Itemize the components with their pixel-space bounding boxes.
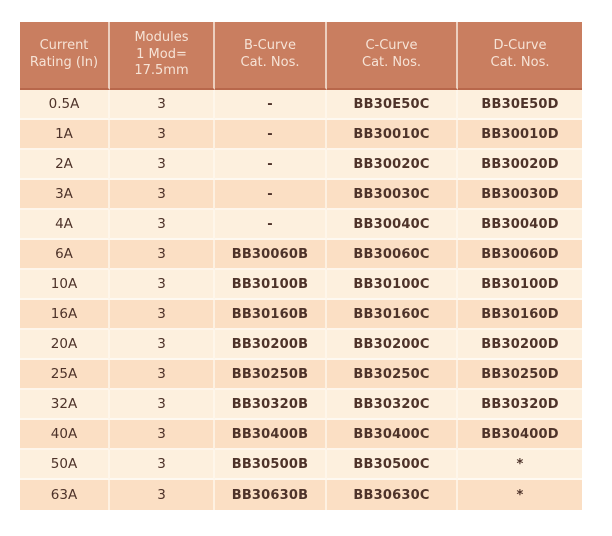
table-row: 3A 3- BB30030C BB30030D: [20, 180, 582, 210]
cell-c-curve-cat-no: BB30630C: [327, 480, 458, 510]
cell-d-curve-cat-no: BB30040D: [458, 210, 582, 240]
cell-d-curve-cat-no: BB30320D: [458, 390, 582, 420]
cell-modules: 3: [110, 120, 215, 150]
cell-c-curve-cat-no: BB30020C: [327, 150, 458, 180]
cell-c-curve-cat-no: BB30060C: [327, 240, 458, 270]
cell-b-curve-cat-no: -: [215, 180, 327, 210]
header-b-curve: B-Curve Cat. Nos.: [215, 22, 327, 90]
cell-b-curve-cat-no: BB30250B: [215, 360, 327, 390]
cell-modules: 3: [110, 90, 215, 120]
cell-modules: 3: [110, 480, 215, 510]
table-header: Current Rating (In) Modules 1 Mod= 17.5m…: [20, 22, 582, 90]
cell-current-rating: 63A: [20, 480, 110, 510]
cell-current-rating: 50A: [20, 450, 110, 480]
header-row: Current Rating (In) Modules 1 Mod= 17.5m…: [20, 22, 582, 90]
cell-d-curve-cat-no: BB30200D: [458, 330, 582, 360]
table-row: 25A 3 BB30250B BB30250C BB30250D: [20, 360, 582, 390]
cell-d-curve-cat-no: BB30160D: [458, 300, 582, 330]
cell-modules: 3: [110, 240, 215, 270]
cell-b-curve-cat-no: BB30100B: [215, 270, 327, 300]
cell-modules: 3: [110, 150, 215, 180]
cell-c-curve-cat-no: BB30040C: [327, 210, 458, 240]
cell-b-curve-cat-no: BB30200B: [215, 330, 327, 360]
table-row: 4A 3- BB30040C BB30040D: [20, 210, 582, 240]
cell-current-rating: 1A: [20, 120, 110, 150]
cell-c-curve-cat-no: BB30400C: [327, 420, 458, 450]
table-row: 50A 3 BB30500B BB30500C *: [20, 450, 582, 480]
header-c-curve: C-Curve Cat. Nos.: [327, 22, 458, 90]
cell-modules: 3: [110, 360, 215, 390]
cell-current-rating: 6A: [20, 240, 110, 270]
cell-modules: 3: [110, 270, 215, 300]
table-row: 0.5A 3- BB30E50C BB30E50D: [20, 90, 582, 120]
cell-modules: 3: [110, 390, 215, 420]
table-body: 0.5A 3- BB30E50C BB30E50D 1A 3- BB30010C BB3001…: [20, 90, 582, 510]
cell-d-curve-cat-no: BB30020D: [458, 150, 582, 180]
header-modules: Modules 1 Mod= 17.5mm: [110, 22, 215, 90]
cell-b-curve-cat-no: -: [215, 210, 327, 240]
cell-c-curve-cat-no: BB30500C: [327, 450, 458, 480]
cell-modules: 3: [110, 420, 215, 450]
table-row: 20A 3 BB30200B BB30200C BB30200D: [20, 330, 582, 360]
cell-current-rating: 10A: [20, 270, 110, 300]
cell-d-curve-cat-no: BB30060D: [458, 240, 582, 270]
cell-current-rating: 32A: [20, 390, 110, 420]
cell-b-curve-cat-no: BB30160B: [215, 300, 327, 330]
table-row: 6A 3 BB30060B BB30060C BB30060D: [20, 240, 582, 270]
cell-c-curve-cat-no: BB30200C: [327, 330, 458, 360]
table-row: 2A 3- BB30020C BB30020D: [20, 150, 582, 180]
cell-b-curve-cat-no: BB30500B: [215, 450, 327, 480]
cell-modules: 3: [110, 450, 215, 480]
header-current-rating: Current Rating (In): [20, 22, 110, 90]
cell-current-rating: 16A: [20, 300, 110, 330]
cell-c-curve-cat-no: BB30010C: [327, 120, 458, 150]
table-row: 40A 3 BB30400B BB30400C BB30400D: [20, 420, 582, 450]
cell-d-curve-cat-no: BB30100D: [458, 270, 582, 300]
cell-modules: 3: [110, 330, 215, 360]
cell-current-rating: 3A: [20, 180, 110, 210]
table-row: 32A 3 BB30320B BB30320C BB30320D: [20, 390, 582, 420]
cell-d-curve-cat-no: BB30010D: [458, 120, 582, 150]
cell-current-rating: 0.5A: [20, 90, 110, 120]
cell-c-curve-cat-no: BB30030C: [327, 180, 458, 210]
cell-current-rating: 25A: [20, 360, 110, 390]
cell-modules: 3: [110, 300, 215, 330]
cell-current-rating: 20A: [20, 330, 110, 360]
cell-c-curve-cat-no: BB30320C: [327, 390, 458, 420]
header-d-curve: D-Curve Cat. Nos.: [458, 22, 582, 90]
cell-c-curve-cat-no: BB30E50C: [327, 90, 458, 120]
cell-current-rating: 40A: [20, 420, 110, 450]
cell-b-curve-cat-no: BB30400B: [215, 420, 327, 450]
table-row: 16A 3 BB30160B BB30160C BB30160D: [20, 300, 582, 330]
cell-d-curve-cat-no: *: [458, 480, 582, 510]
cell-d-curve-cat-no: BB30400D: [458, 420, 582, 450]
cell-current-rating: 4A: [20, 210, 110, 240]
cell-modules: 3: [110, 210, 215, 240]
table-row: 10A 3 BB30100B BB30100C BB30100D: [20, 270, 582, 300]
cell-b-curve-cat-no: BB30060B: [215, 240, 327, 270]
cell-d-curve-cat-no: BB30250D: [458, 360, 582, 390]
table-row: 1A 3- BB30010C BB30010D: [20, 120, 582, 150]
cell-d-curve-cat-no: *: [458, 450, 582, 480]
cell-c-curve-cat-no: BB30100C: [327, 270, 458, 300]
cell-c-curve-cat-no: BB30250C: [327, 360, 458, 390]
mcb-catalog-table: Current Rating (In) Modules 1 Mod= 17.5m…: [20, 22, 582, 510]
cell-modules: 3: [110, 180, 215, 210]
cell-d-curve-cat-no: BB30E50D: [458, 90, 582, 120]
cell-d-curve-cat-no: BB30030D: [458, 180, 582, 210]
cell-b-curve-cat-no: -: [215, 120, 327, 150]
cell-b-curve-cat-no: -: [215, 90, 327, 120]
cell-b-curve-cat-no: BB30630B: [215, 480, 327, 510]
cell-b-curve-cat-no: -: [215, 150, 327, 180]
cell-current-rating: 2A: [20, 150, 110, 180]
cell-c-curve-cat-no: BB30160C: [327, 300, 458, 330]
cell-b-curve-cat-no: BB30320B: [215, 390, 327, 420]
table-row: 63A 3 BB30630B BB30630C *: [20, 480, 582, 510]
